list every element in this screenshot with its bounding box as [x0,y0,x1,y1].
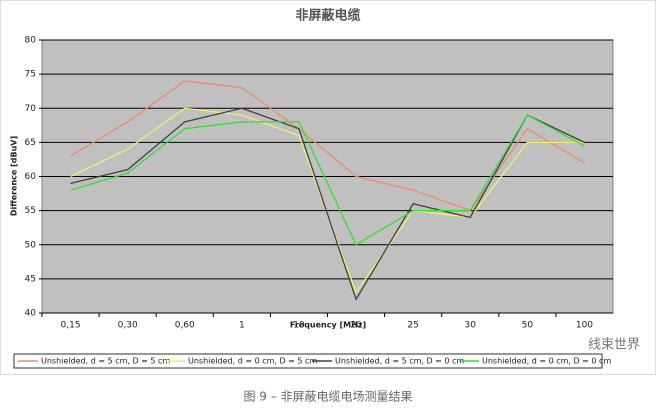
x-tick-label: 0,15 [61,321,81,331]
x-tick-label: 25 [407,321,418,331]
x-tick-label: 0,60 [175,321,195,331]
x-tick-label: 20 [350,321,362,331]
y-axis-label: Difference [dBuV] [10,136,19,216]
chart-title: 非屏蔽电缆 [295,8,360,24]
y-tick-label: 60 [25,172,37,182]
y-tick-label: 65 [25,138,36,148]
y-tick-label: 80 [25,36,37,46]
y-tick-label: 40 [25,309,37,319]
series-line [70,107,585,301]
watermark: 线束世界 [588,338,640,353]
x-tick-label: 10 [293,321,305,331]
x-tick-label: 0,30 [118,321,138,331]
legend-label: Unshielded, d = 0 cm, D = 0 cm [482,357,611,366]
x-tick-label: 100 [576,321,593,331]
y-tick-label: 75 [25,70,36,80]
caption: 图 9 – 非屏蔽电缆电场测量结果 [243,390,412,404]
legend [13,353,603,369]
x-tick-label: 50 [522,321,534,331]
x-tick-label: 1 [239,321,245,331]
series-line [70,114,585,246]
x-tick-label: 30 [465,321,477,331]
y-tick-label: 55 [25,206,36,216]
series-line [70,80,585,212]
y-tick-label: 45 [25,274,36,284]
x-axis-label: Frequency [MHz] [290,321,366,330]
legend-label: Unshielded, d = 5 cm, D = 5 cm [41,357,170,366]
legend-label: Unshielded, d = 0 cm, D = 5 cm [188,357,317,366]
y-tick-label: 70 [25,104,37,114]
y-tick-label: 50 [25,240,37,250]
legend-label: Unshielded, d = 5 cm, D = 0 cm [335,357,464,366]
